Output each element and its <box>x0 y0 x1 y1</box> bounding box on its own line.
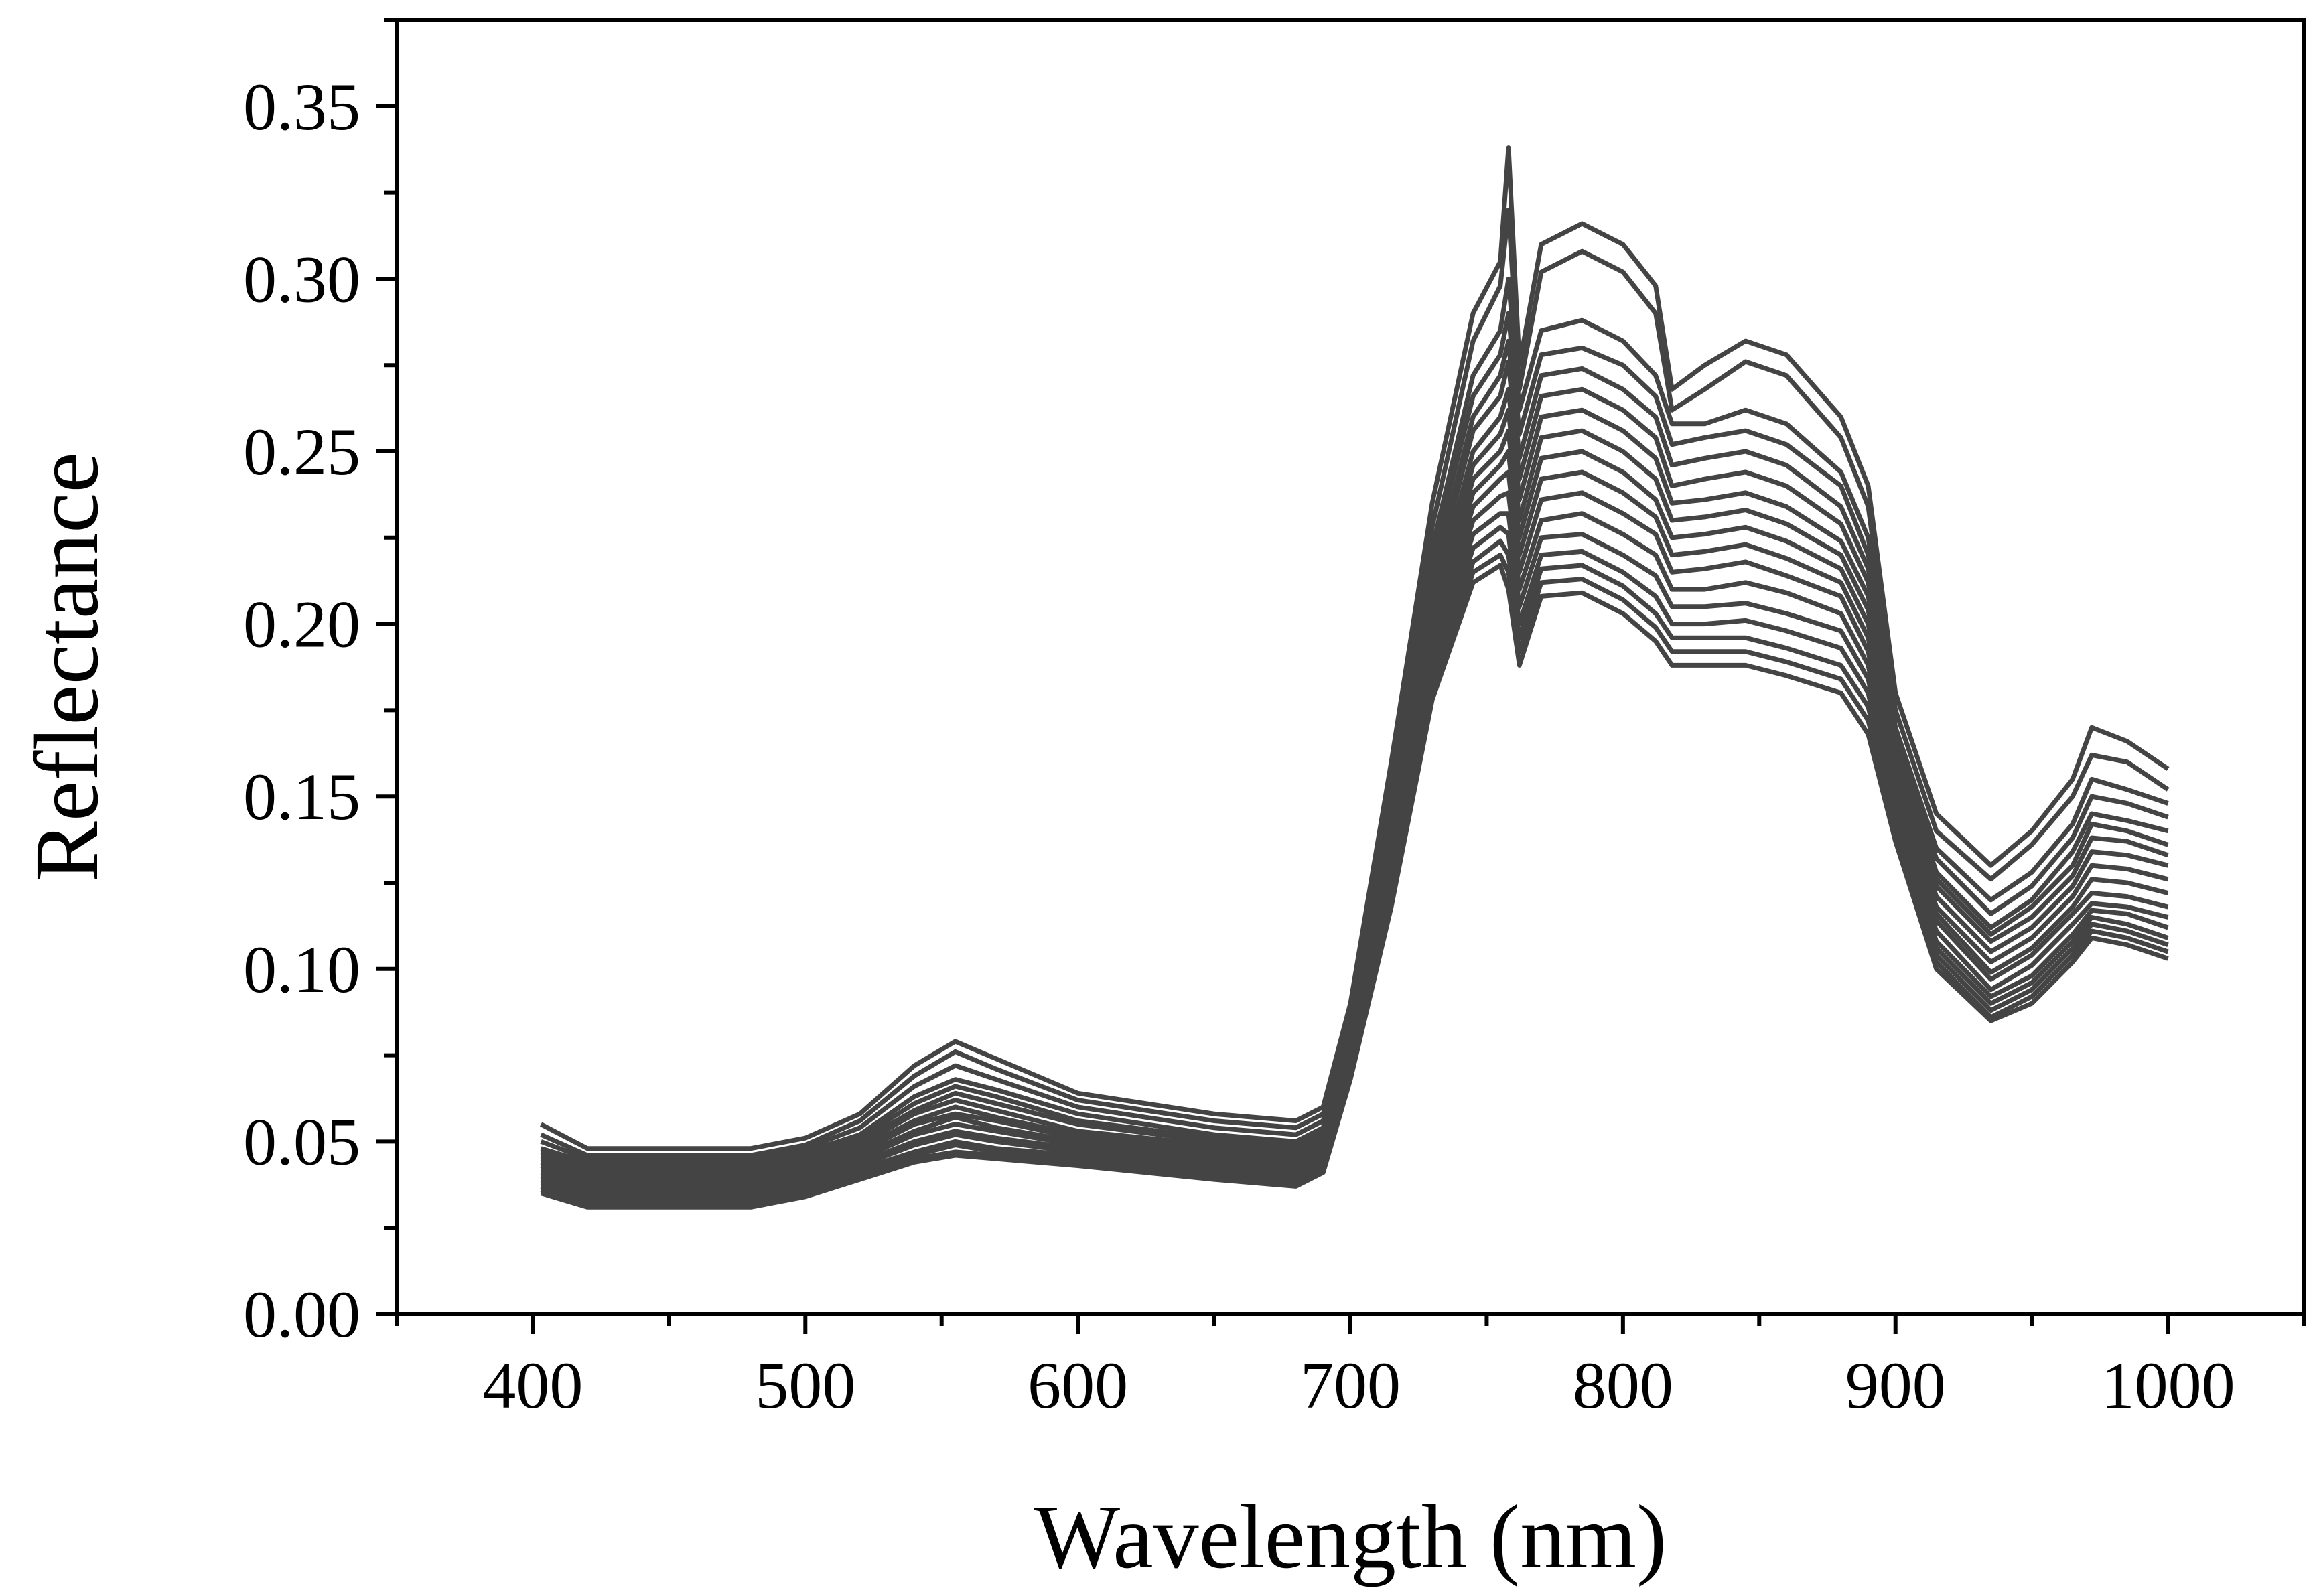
spectrum-line-4 <box>540 311 2169 1165</box>
x-tick-label: 400 <box>482 1348 583 1423</box>
x-tick-label: 1000 <box>2101 1348 2235 1423</box>
y-tick-label: 0.10 <box>243 932 360 1007</box>
x-axis: 400 500 600 700 800 900 1000 <box>395 1314 2306 1423</box>
x-tick-label: 600 <box>1028 1348 1128 1423</box>
y-tick-label: 0.00 <box>243 1277 360 1352</box>
y-axis: 0.00 0.05 0.10 0.15 0.20 0.25 0.30 0.35 <box>243 18 397 1352</box>
x-tick-label: 700 <box>1300 1348 1401 1423</box>
spectrum-line-17 <box>540 563 2169 1210</box>
y-tick-label: 0.20 <box>243 587 360 662</box>
spectrum-line-3 <box>540 276 2169 1161</box>
x-tick-label: 900 <box>1845 1348 1946 1423</box>
x-tick-label: 800 <box>1573 1348 1673 1423</box>
spectrum-line-1 <box>539 145 2170 1151</box>
spectrum-line-2 <box>540 207 2170 1158</box>
y-axis-title: Reflectance <box>17 452 117 882</box>
y-tick-label: 0.25 <box>243 415 360 489</box>
spectra-group <box>539 145 2170 1210</box>
y-tick-label: 0.15 <box>243 759 360 834</box>
plot-frame <box>395 18 2306 1316</box>
x-axis-title: Wavelength (nm) <box>1034 1487 1667 1587</box>
y-tick-label: 0.05 <box>243 1104 360 1179</box>
y-tick-label: 0.30 <box>243 242 360 316</box>
y-tick-label: 0.35 <box>243 70 360 144</box>
x-tick-label: 500 <box>755 1348 855 1423</box>
